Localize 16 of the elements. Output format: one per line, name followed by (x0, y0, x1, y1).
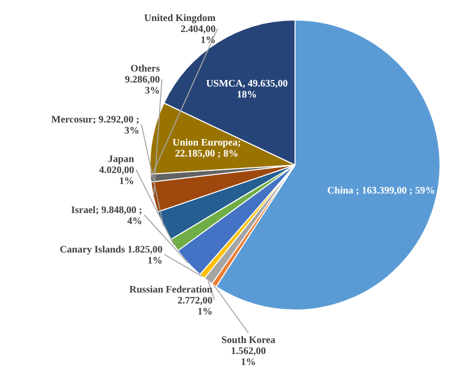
slice-label: Canary Islands 1.825,00 1% (60, 244, 162, 267)
slice-label: China ; 163.399,00 ; 59% (327, 186, 436, 196)
slice-label: Mercosur; 9.292,00 ; 3% (51, 114, 140, 136)
data-label: 2.772,00 1% (177, 295, 212, 318)
slice-label: USMCA, 49.635,00 18% (206, 78, 288, 101)
slice-label: Union Europea; 22.185,00 ; 8% (172, 138, 241, 160)
data-label: 4.020,00 1% (99, 165, 134, 188)
slice-label: Israel; 9.848,00 ; 4% (71, 204, 142, 227)
data-label: 1.562,00 1% (230, 346, 266, 368)
slice-label: Japan (108, 154, 135, 166)
slice-label: United Kingdom (144, 13, 216, 24)
slice-label: Others (130, 64, 160, 75)
slice-label: South Korea (221, 335, 276, 346)
slice-label: Russian Federation (129, 284, 213, 296)
data-label: 2.404,00 1% (180, 24, 216, 46)
data-label: 9.286,00 3% (124, 74, 160, 97)
